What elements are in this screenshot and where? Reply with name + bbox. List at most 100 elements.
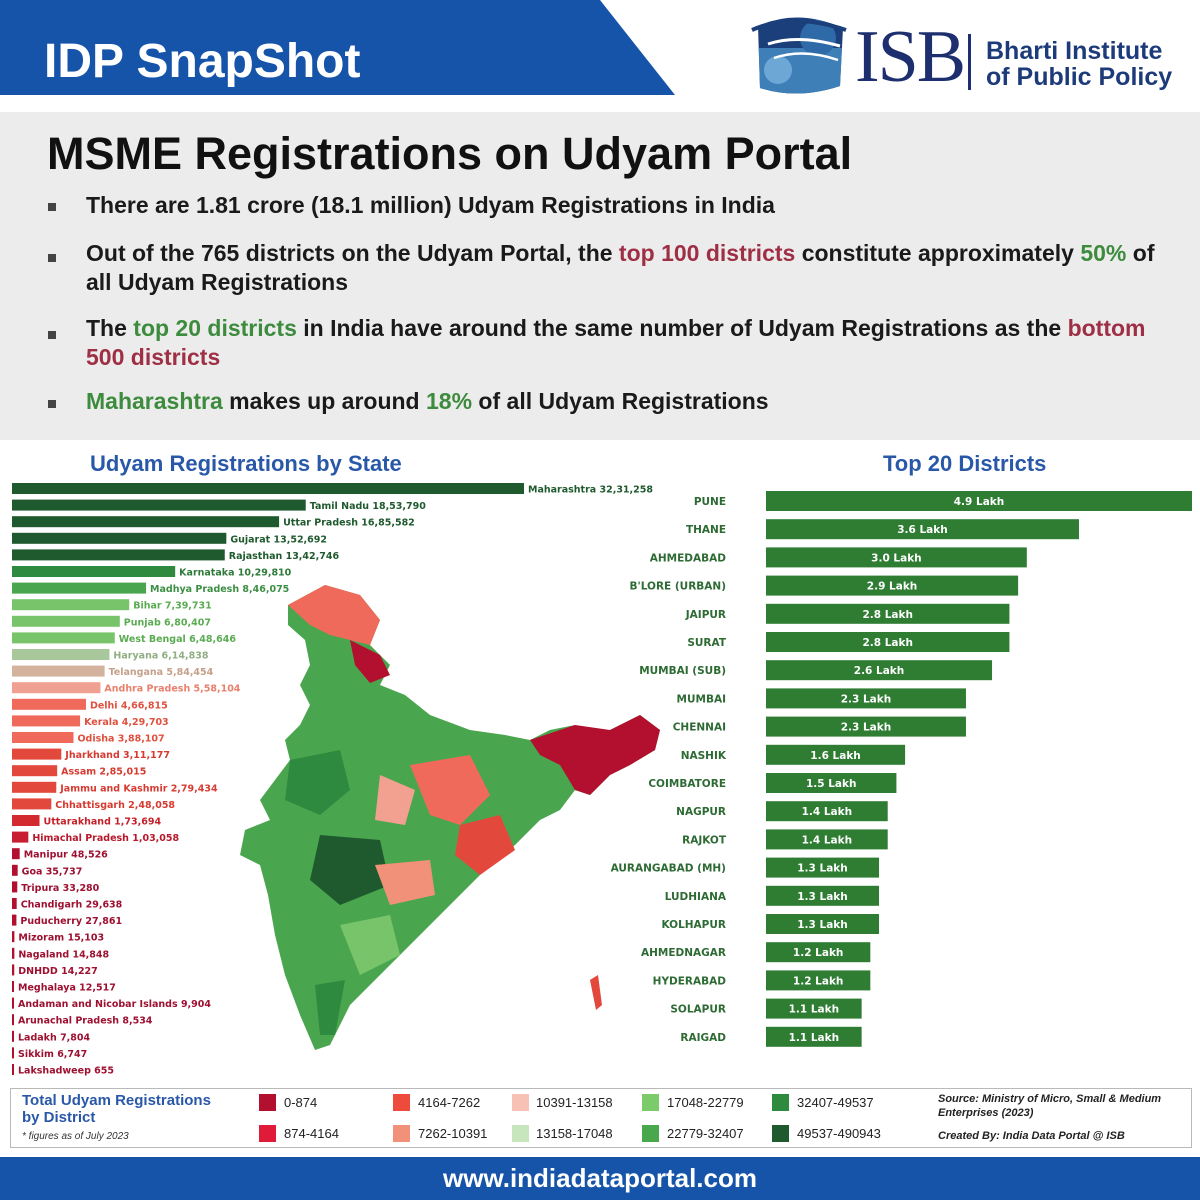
district-value-label: 2.3 Lakh — [841, 693, 892, 705]
bullet-1-text: There are 1.81 crore (18.1 million) Udya… — [86, 192, 775, 218]
state-bar-label: Odisha 3,88,107 — [77, 734, 164, 745]
state-bar — [12, 682, 101, 694]
state-bar-label: Uttar Pradesh 16,85,582 — [283, 518, 415, 529]
page-title: MSME Registrations on Udyam Portal — [47, 128, 853, 179]
legend-label: 22779-32407 — [667, 1126, 744, 1141]
legend-swatch — [642, 1125, 659, 1142]
state-bar — [12, 831, 29, 843]
district-value-label: 2.8 Lakh — [862, 637, 913, 649]
credit-note: Created By: India Data Portal @ ISB — [938, 1130, 1125, 1142]
state-bar — [12, 748, 62, 760]
bullet-1: There are 1.81 crore (18.1 million) Udya… — [86, 191, 1176, 220]
map-region-north — [350, 640, 390, 683]
state-bar — [12, 997, 14, 1009]
state-bar — [12, 781, 57, 793]
legend-swatch — [259, 1094, 276, 1111]
state-bar — [12, 765, 58, 777]
state-bar — [12, 599, 130, 611]
india-district-map — [240, 585, 660, 1050]
state-bar — [12, 1047, 14, 1059]
state-bar — [12, 864, 18, 876]
state-bar-label: Chhattisgarh 2,48,058 — [55, 800, 175, 811]
legend-label: 7262-10391 — [418, 1126, 488, 1141]
legend-title: Total Udyam Registrations by District — [22, 1092, 211, 1126]
state-bar — [12, 914, 17, 926]
isb-logo-text: ISB — [855, 16, 966, 98]
district-label: PUNE — [694, 496, 726, 508]
state-bar — [12, 665, 105, 677]
district-bar — [766, 603, 1010, 624]
district-bar — [766, 1026, 862, 1047]
banner-title: IDP SnapShot — [44, 35, 361, 88]
state-bar-label: Andaman and Nicobar Islands 9,904 — [18, 999, 211, 1010]
district-label: AHMEDNAGAR — [641, 947, 726, 959]
bullet-4-highlight: 18% — [426, 388, 473, 414]
map-region-northeast — [530, 715, 660, 795]
district-value-label: 1.6 Lakh — [810, 750, 861, 762]
state-bar-chart: Maharashtra 32,31,258 Tamil Nadu 18,53,79… — [12, 483, 653, 1077]
district-value-label: 1.1 Lakh — [789, 1004, 840, 1016]
state-bar-label: Ladakh 7,804 — [18, 1032, 91, 1043]
state-bar — [12, 798, 52, 810]
state-bar-label: Gujarat 13,52,692 — [230, 534, 327, 545]
district-bar — [766, 998, 862, 1019]
district-value-label: 1.4 Lakh — [802, 834, 853, 846]
bullet-3-part: in India have around the same number of … — [296, 315, 1068, 341]
district-bar — [766, 914, 880, 934]
state-bar-label: Arunachal Pradesh 8,534 — [18, 1016, 153, 1027]
footer-url-link[interactable]: www.indiadataportal.com — [443, 1163, 757, 1193]
district-value-label: 2.6 Lakh — [854, 665, 905, 677]
legend-label: 32407-49537 — [797, 1095, 874, 1110]
district-value-label: 1.2 Lakh — [793, 975, 844, 987]
state-bar-label: Telangana 5,84,454 — [109, 667, 214, 678]
district-bar-chart: PUNE 4.9 Lakh THANE 3.6 Lakh AHMEDABAD 3.0 La… — [611, 491, 1192, 1047]
state-bar-label: Punjab 6,80,407 — [124, 617, 211, 628]
legend-swatch — [512, 1094, 529, 1111]
district-value-label: 2.3 Lakh — [841, 722, 892, 734]
bullet-3-highlight: bottom 500 districts — [86, 315, 1146, 370]
legend-note: * figures as of July 2023 — [22, 1131, 129, 1142]
legend-swatch — [512, 1125, 529, 1142]
map-region-west — [310, 835, 390, 905]
legend-swatch — [642, 1094, 659, 1111]
state-bar-label: Andhra Pradesh 5,58,104 — [104, 684, 240, 695]
map-region-east — [455, 815, 515, 875]
district-label: KOLHAPUR — [661, 919, 726, 931]
district-bar — [766, 716, 966, 737]
district-value-label: 1.3 Lakh — [797, 919, 848, 931]
state-bar-label: Assam 2,85,015 — [61, 767, 146, 778]
bullet-4: Maharashtra makes up around 18% of all U… — [86, 387, 1176, 416]
district-value-label: 3.6 Lakh — [897, 524, 948, 536]
summary-panel — [0, 112, 1200, 440]
map-region-central — [410, 755, 490, 825]
bullet-marker — [48, 254, 56, 262]
state-bar-label: Chandigarh 29,638 — [21, 900, 123, 911]
state-bar — [12, 732, 74, 743]
state-bar-label: Himachal Pradesh 1,03,058 — [32, 833, 179, 844]
legend-box — [10, 1088, 1192, 1148]
district-chart-title: Top 20 Districts — [883, 451, 1047, 476]
legend-label: 17048-22779 — [667, 1095, 744, 1110]
state-bar — [12, 532, 227, 544]
legend-swatch — [393, 1094, 410, 1111]
district-value-label: 1.1 Lakh — [789, 1032, 840, 1044]
map-region-south — [315, 980, 345, 1035]
map-region-south — [340, 915, 400, 975]
state-bar-label: DNHDD 14,227 — [18, 966, 98, 977]
district-value-label: 1.3 Lakh — [797, 891, 848, 903]
district-bar — [766, 547, 1027, 568]
bullet-2-highlight: top 100 districts — [618, 240, 796, 266]
map-region-central — [375, 775, 415, 825]
title-banner — [0, 0, 675, 95]
state-bar-label: Rajasthan 13,42,746 — [229, 551, 340, 562]
logo-subtitle-line1: Bharti Institute — [986, 37, 1163, 65]
district-label: MUMBAI (SUB) — [639, 665, 726, 677]
bullet-3: The top 20 districts in India have aroun… — [86, 314, 1176, 372]
state-bar — [12, 715, 81, 727]
map-region-south — [375, 860, 435, 905]
state-bar — [12, 815, 40, 826]
state-bar-label: Lakshadweep 655 — [18, 1066, 114, 1077]
district-bar — [766, 970, 871, 991]
district-label: NAGPUR — [676, 806, 726, 818]
district-value-label: 1.2 Lakh — [793, 947, 844, 959]
